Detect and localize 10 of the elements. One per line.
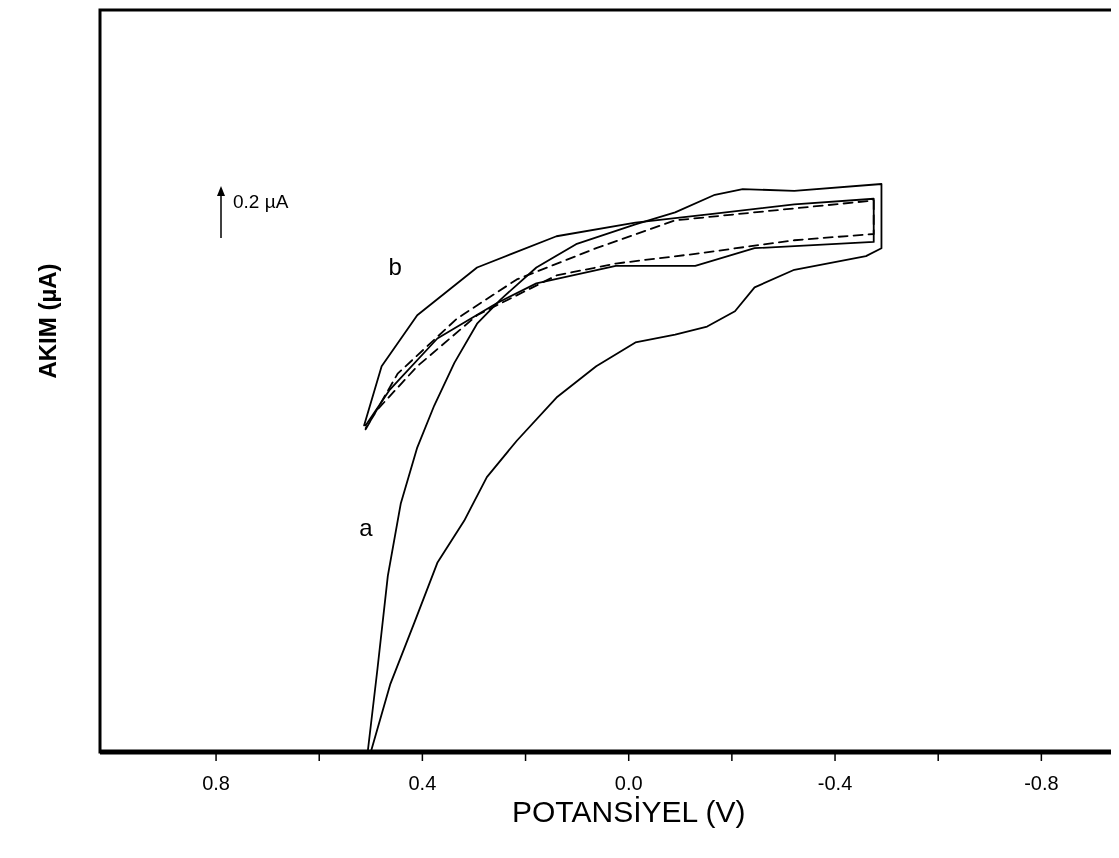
x-tick-label: -0.8 <box>1024 772 1059 794</box>
x-tick-label: 0.0 <box>614 772 643 794</box>
series-label: b <box>388 253 402 281</box>
annotation: 0.2 µA <box>233 191 289 212</box>
x-tick-label: 0.8 <box>202 772 230 794</box>
x-axis-title: POTANSİYEL (V) <box>512 795 746 828</box>
x-tick-label: 0.4 <box>408 772 437 794</box>
x-tick-label: -0.4 <box>817 772 853 794</box>
y-axis-title: AKIM (µA) <box>34 263 61 379</box>
series-label: a <box>359 513 374 541</box>
